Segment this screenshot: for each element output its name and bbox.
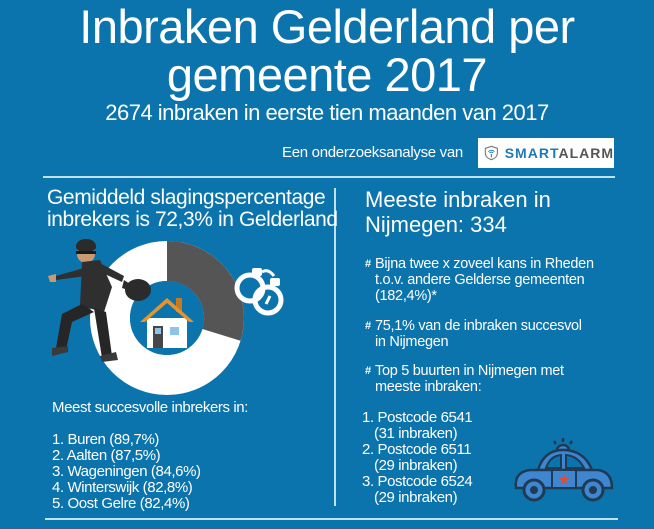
bullet-success-nijmegen: # 75,1% van de inbraken succesvol in Nij… xyxy=(365,318,582,350)
top-municipalities-list: Meest succesvolle inbrekers in: 1. Buren… xyxy=(52,400,248,512)
postcode-item: 3. Postcode 6524 (29 inbraken) xyxy=(362,473,473,506)
success-rate-heading: Gemiddeld slagingspercentage inbrekers i… xyxy=(47,186,338,231)
subtitle: 2674 inbraken in eerste tien maanden van… xyxy=(105,100,549,125)
nijmegen-heading: Meeste inbraken in Nijmegen: 334 xyxy=(365,187,551,237)
smartalarm-logo: SMARTALARM xyxy=(478,138,614,168)
list-title: Meest succesvolle inbrekers in: xyxy=(52,399,249,416)
logo-text: SMARTALARM xyxy=(504,145,614,161)
page-title-line1: Inbraken Gelderland per xyxy=(79,0,575,53)
byline: Een onderzoeksanalyse van xyxy=(282,144,463,161)
burglar-icon xyxy=(48,239,151,362)
divider-bottom xyxy=(45,518,618,520)
shield-wifi-icon xyxy=(484,145,498,161)
postcode-list: 1. Postcode 6541 (31 inbraken) 2. Postco… xyxy=(362,409,473,506)
handcuffs-icon xyxy=(234,268,284,316)
list-item: 5. Oost Gelre (82,4%) xyxy=(52,495,190,512)
success-rate-donut-chart xyxy=(90,241,244,395)
list-item: 3. Wageningen (84,6%) xyxy=(52,463,201,480)
bullet-top-neighbourhoods: # Top 5 buurten in Nijmegen met meeste i… xyxy=(365,363,564,395)
house-icon xyxy=(140,298,194,348)
list-item: 4. Winterswijk (82,8%) xyxy=(52,479,193,496)
hash-bullet-icon: # xyxy=(365,258,371,270)
list-item: 1. Buren (89,7%) xyxy=(52,431,159,448)
divider-top xyxy=(43,176,615,178)
hash-bullet-icon: # xyxy=(365,365,371,377)
postcode-item: 2. Postcode 6511 (29 inbraken) xyxy=(362,441,472,474)
police-car-icon xyxy=(514,438,614,502)
list-item: 2. Aalten (87,5%) xyxy=(52,447,161,464)
hash-bullet-icon: # xyxy=(365,320,371,332)
divider-vertical xyxy=(334,188,336,506)
bullet-rheden: # Bijna twee x zoveel kans in Rheden t.o… xyxy=(365,256,594,304)
postcode-item: 1. Postcode 6541 (31 inbraken) xyxy=(362,409,473,442)
page-title-line2: gemeente 2017 xyxy=(166,48,488,101)
